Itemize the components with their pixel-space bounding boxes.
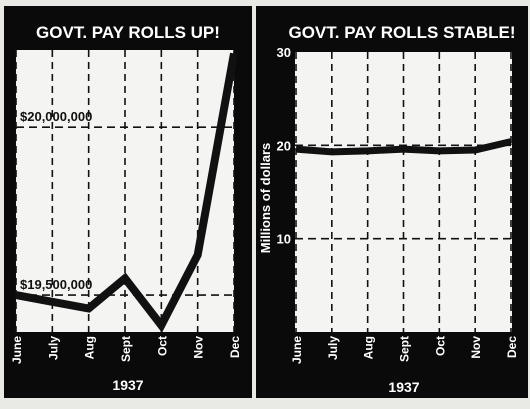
right-series-line <box>295 138 512 156</box>
data-point-nov <box>196 253 199 256</box>
data-point-july <box>51 300 54 303</box>
data-point-nov <box>474 149 476 151</box>
y-tick-label: 30 <box>277 45 291 60</box>
x-tick-aug: Aug <box>362 336 376 359</box>
left-x-tick-labels: June July Aug Sept Oct Nov Dec <box>10 336 242 364</box>
data-point-dec <box>510 140 512 143</box>
y-tick-label: 10 <box>277 232 291 247</box>
x-tick-july: July <box>326 336 340 360</box>
data-point-june <box>295 148 297 150</box>
right-y-axis-label: Millions of dollars <box>258 143 273 254</box>
data-point-oct <box>160 324 163 327</box>
x-tick-sept: Sept <box>398 336 412 362</box>
x-tick-dec: Dec <box>505 336 519 358</box>
gridline-label: $19,500,000 <box>20 277 92 292</box>
x-tick-sept: Sept <box>119 336 133 362</box>
data-point-aug <box>87 307 90 310</box>
x-tick-oct: Oct <box>433 336 447 356</box>
data-point-oct <box>438 150 441 152</box>
x-tick-june: June <box>290 336 304 364</box>
x-tick-dec: Dec <box>228 336 242 358</box>
right-chart-title: GOVT. PAY ROLLS STABLE! <box>288 23 515 42</box>
chart-left: GOVT. PAY ROLLS UP! $20,000,000 $19,500,0… <box>4 6 252 398</box>
gridline-label: $20,000,000 <box>20 109 92 124</box>
right-x-tick-labels: June July Aug Sept Oct Nov Dec <box>290 336 519 364</box>
data-point-july <box>331 151 333 153</box>
left-x-axis-label: 1937 <box>112 377 143 393</box>
right-gridlines <box>295 52 512 332</box>
x-tick-nov: Nov <box>469 336 483 359</box>
x-tick-july: July <box>46 336 60 360</box>
data-point-sept <box>124 277 126 280</box>
x-tick-nov: Nov <box>192 336 206 359</box>
data-point-aug <box>366 150 369 152</box>
right-x-axis-label: 1937 <box>388 379 419 395</box>
x-tick-oct: Oct <box>155 336 169 356</box>
data-point-june <box>15 294 17 296</box>
data-point-dec <box>233 52 235 55</box>
x-tick-aug: Aug <box>83 336 97 359</box>
left-series-line <box>15 52 238 333</box>
chart-right: GOVT. PAY ROLLS STABLE! 30 20 10 Millions … <box>256 6 528 398</box>
data-point-sept <box>402 148 405 150</box>
left-gridlines: $20,000,000 $19,500,000 <box>15 50 235 332</box>
y-tick-label: 20 <box>277 138 291 153</box>
right-y-tick-labels: 30 20 10 <box>277 45 291 247</box>
x-tick-june: June <box>10 336 24 364</box>
left-chart-title: GOVT. PAY ROLLS UP! <box>36 23 220 42</box>
